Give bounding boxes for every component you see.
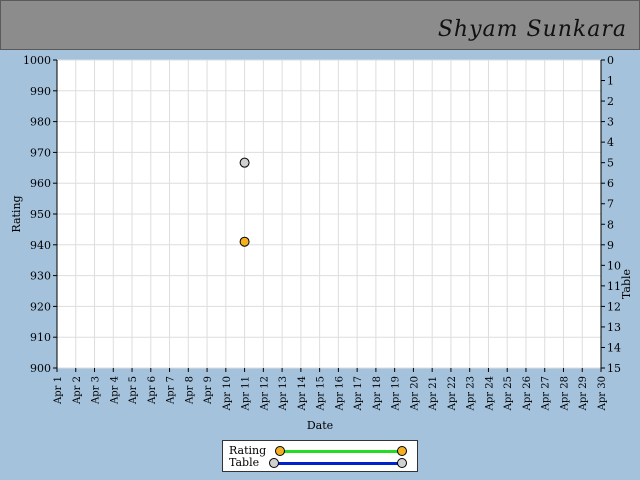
legend-line-rating (279, 450, 403, 453)
x-tick-label: Apr 8 (184, 376, 195, 405)
legend-item-rating: Rating (229, 444, 273, 457)
x-tick-label: Apr 6 (147, 376, 158, 405)
y-tick-label: 980 (30, 116, 51, 129)
x-tick-label: Apr 21 (428, 376, 439, 411)
x-tick-label: Apr 2 (72, 376, 83, 405)
legend-item-table: Table (229, 456, 273, 469)
y2-tick-label: 13 (607, 321, 621, 334)
x-tick-label: Apr 28 (559, 376, 570, 411)
data-point-table (239, 157, 250, 168)
x-tick-label: Apr 14 (297, 376, 308, 411)
y2-tick-label: 1 (607, 75, 614, 88)
legend-label-table: Table (229, 456, 260, 469)
x-tick-label: Apr 25 (503, 376, 514, 411)
x-tick-label: Apr 20 (409, 376, 420, 411)
x-tick-label: Apr 27 (541, 376, 552, 411)
x-axis-ticks: Apr 1 Apr 2 Apr 3 Apr 4 Apr 5 Apr 6 Apr 7 Apr 8… (53, 368, 608, 411)
data-points (239, 157, 250, 247)
y2-tick-label: 6 (607, 177, 614, 190)
x-tick-label: Apr 13 (278, 376, 289, 411)
x-tick-label: Apr 4 (109, 376, 120, 405)
y2-tick-label: 0 (607, 54, 614, 67)
y-tick-label: 910 (30, 331, 51, 344)
x-tick-label: Apr 12 (259, 376, 270, 411)
x-tick-label: Apr 17 (353, 376, 364, 411)
y2-tick-label: 3 (607, 116, 614, 129)
legend-marker-rating-end (397, 446, 407, 456)
y-tick-label: 960 (30, 177, 51, 190)
x-tick-label: Apr 9 (203, 376, 214, 405)
x-tick-label: Apr 10 (222, 376, 233, 411)
y-axis-label: Rating (10, 195, 23, 232)
x-tick-label: Apr 19 (391, 376, 402, 411)
legend-label-rating: Rating (229, 444, 267, 457)
y2-tick-label: 7 (607, 198, 614, 211)
y-tick-label: 930 (30, 270, 51, 283)
y-tick-label: 920 (30, 300, 51, 313)
x-tick-label: Apr 24 (484, 376, 495, 411)
y-axis-ticks: 900 910 920 930 940 950 960 970 980 990 1000 (23, 54, 58, 375)
y2-tick-label: 8 (607, 218, 614, 231)
y2-tick-label: 4 (607, 136, 614, 149)
y-tick-label: 970 (30, 146, 51, 159)
x-tick-label: Apr 23 (466, 376, 477, 411)
x-tick-label: Apr 1 (53, 376, 64, 405)
data-point-rating (239, 236, 250, 247)
y-tick-label: 940 (30, 239, 51, 252)
legend: Rating Table (222, 440, 418, 472)
y2-tick-label: 5 (607, 157, 614, 170)
y2-tick-label: 9 (607, 239, 614, 252)
x-tick-label: Apr 7 (166, 376, 177, 405)
header-bar: Shyam Sunkara (0, 0, 640, 50)
x-tick-label: Apr 26 (522, 376, 533, 411)
x-tick-label: Apr 15 (316, 376, 327, 411)
x-tick-label: Apr 30 (597, 376, 608, 411)
legend-marker-table-start (269, 458, 279, 468)
legend-marker-table-end (397, 458, 407, 468)
x-tick-label: Apr 3 (91, 376, 102, 405)
y-tick-label: 990 (30, 85, 51, 98)
y-tick-label: 1000 (23, 54, 51, 67)
y2-tick-label: 11 (607, 280, 621, 293)
x-tick-label: Apr 16 (334, 376, 345, 411)
y-tick-label: 900 (30, 362, 51, 375)
legend-line-table (273, 462, 403, 465)
x-axis-label: Date (307, 419, 333, 432)
x-tick-label: Apr 29 (578, 376, 589, 411)
x-tick-label: Apr 18 (372, 376, 383, 411)
y2-tick-label: 15 (607, 362, 621, 375)
x-tick-label: Apr 5 (128, 376, 139, 405)
y2-tick-label: 10 (607, 259, 621, 272)
x-tick-label: Apr 22 (447, 376, 458, 411)
y2-axis-label: Table (620, 269, 633, 299)
legend-marker-rating-start (275, 446, 285, 456)
x-tick-label: Apr 11 (241, 376, 252, 411)
y2-tick-label: 2 (607, 95, 614, 108)
user-name: Shyam Sunkara (437, 17, 627, 42)
y2-tick-label: 14 (607, 341, 621, 354)
y2-tick-label: 12 (607, 300, 621, 313)
y-tick-label: 950 (30, 208, 51, 221)
